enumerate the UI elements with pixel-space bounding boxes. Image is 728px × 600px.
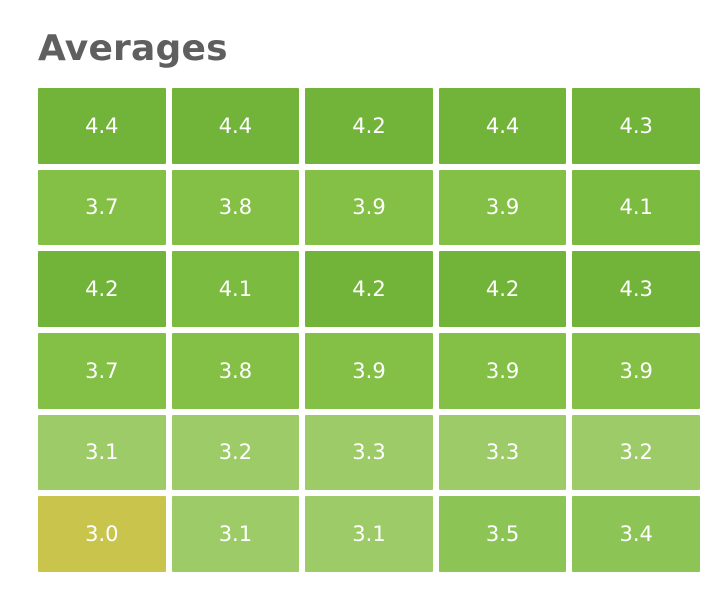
heatmap-cell-r4-c5: 3.9	[572, 332, 700, 409]
heatmap-cell-r6-c4: 3.5	[438, 496, 567, 572]
heatmap-cell-r6-c1: 3.0	[38, 496, 166, 572]
heatmap-cell-r6-c3: 3.1	[305, 496, 433, 572]
heatmap-cell-r5-c4: 3.3	[438, 414, 567, 491]
heatmap-cell-r5-c2: 3.2	[171, 414, 300, 491]
heatmap-cell-r1-c4: 4.4	[438, 88, 567, 164]
heatmap-cell-r2-c2: 3.8	[171, 169, 300, 246]
heatmap-cell-r1-c1: 4.4	[38, 88, 166, 164]
heatmap-cell-r6-c5: 3.4	[572, 496, 700, 572]
heatmap-grid: 4.4 4.4 4.2 4.4 4.3 3.7 3.8 3.9 3.9 4.1 4.2 4.1 4.2 4…	[38, 88, 700, 572]
heatmap-cell-r6-c2: 3.1	[171, 496, 300, 572]
heatmap-cell-r2-c3: 3.9	[305, 169, 433, 246]
heatmap-cell-r1-c2: 4.4	[171, 88, 300, 164]
heatmap-cell-r2-c1: 3.7	[38, 169, 166, 246]
heatmap-cell-r2-c5: 4.1	[572, 169, 700, 246]
heatmap-cell-r4-c2: 3.8	[171, 332, 300, 409]
heatmap-cell-r4-c1: 3.7	[38, 332, 166, 409]
heatmap-cell-r1-c3: 4.2	[305, 88, 433, 164]
heatmap-cell-r4-c3: 3.9	[305, 332, 433, 409]
chart-title: Averages	[38, 28, 228, 69]
heatmap-cell-r1-c5: 4.3	[572, 88, 700, 164]
heatmap-cell-r3-c4: 4.2	[438, 251, 567, 327]
heatmap-cell-r5-c5: 3.2	[572, 414, 700, 491]
heatmap-cell-r5-c1: 3.1	[38, 414, 166, 491]
heatmap-cell-r2-c4: 3.9	[438, 169, 567, 246]
heatmap-cell-r3-c3: 4.2	[305, 251, 433, 327]
heatmap-cell-r3-c5: 4.3	[572, 251, 700, 327]
heatmap-cell-r4-c4: 3.9	[438, 332, 567, 409]
heatmap-cell-r3-c2: 4.1	[171, 251, 300, 327]
heatmap-cell-r3-c1: 4.2	[38, 251, 166, 327]
heatmap-cell-r5-c3: 3.3	[305, 414, 433, 491]
